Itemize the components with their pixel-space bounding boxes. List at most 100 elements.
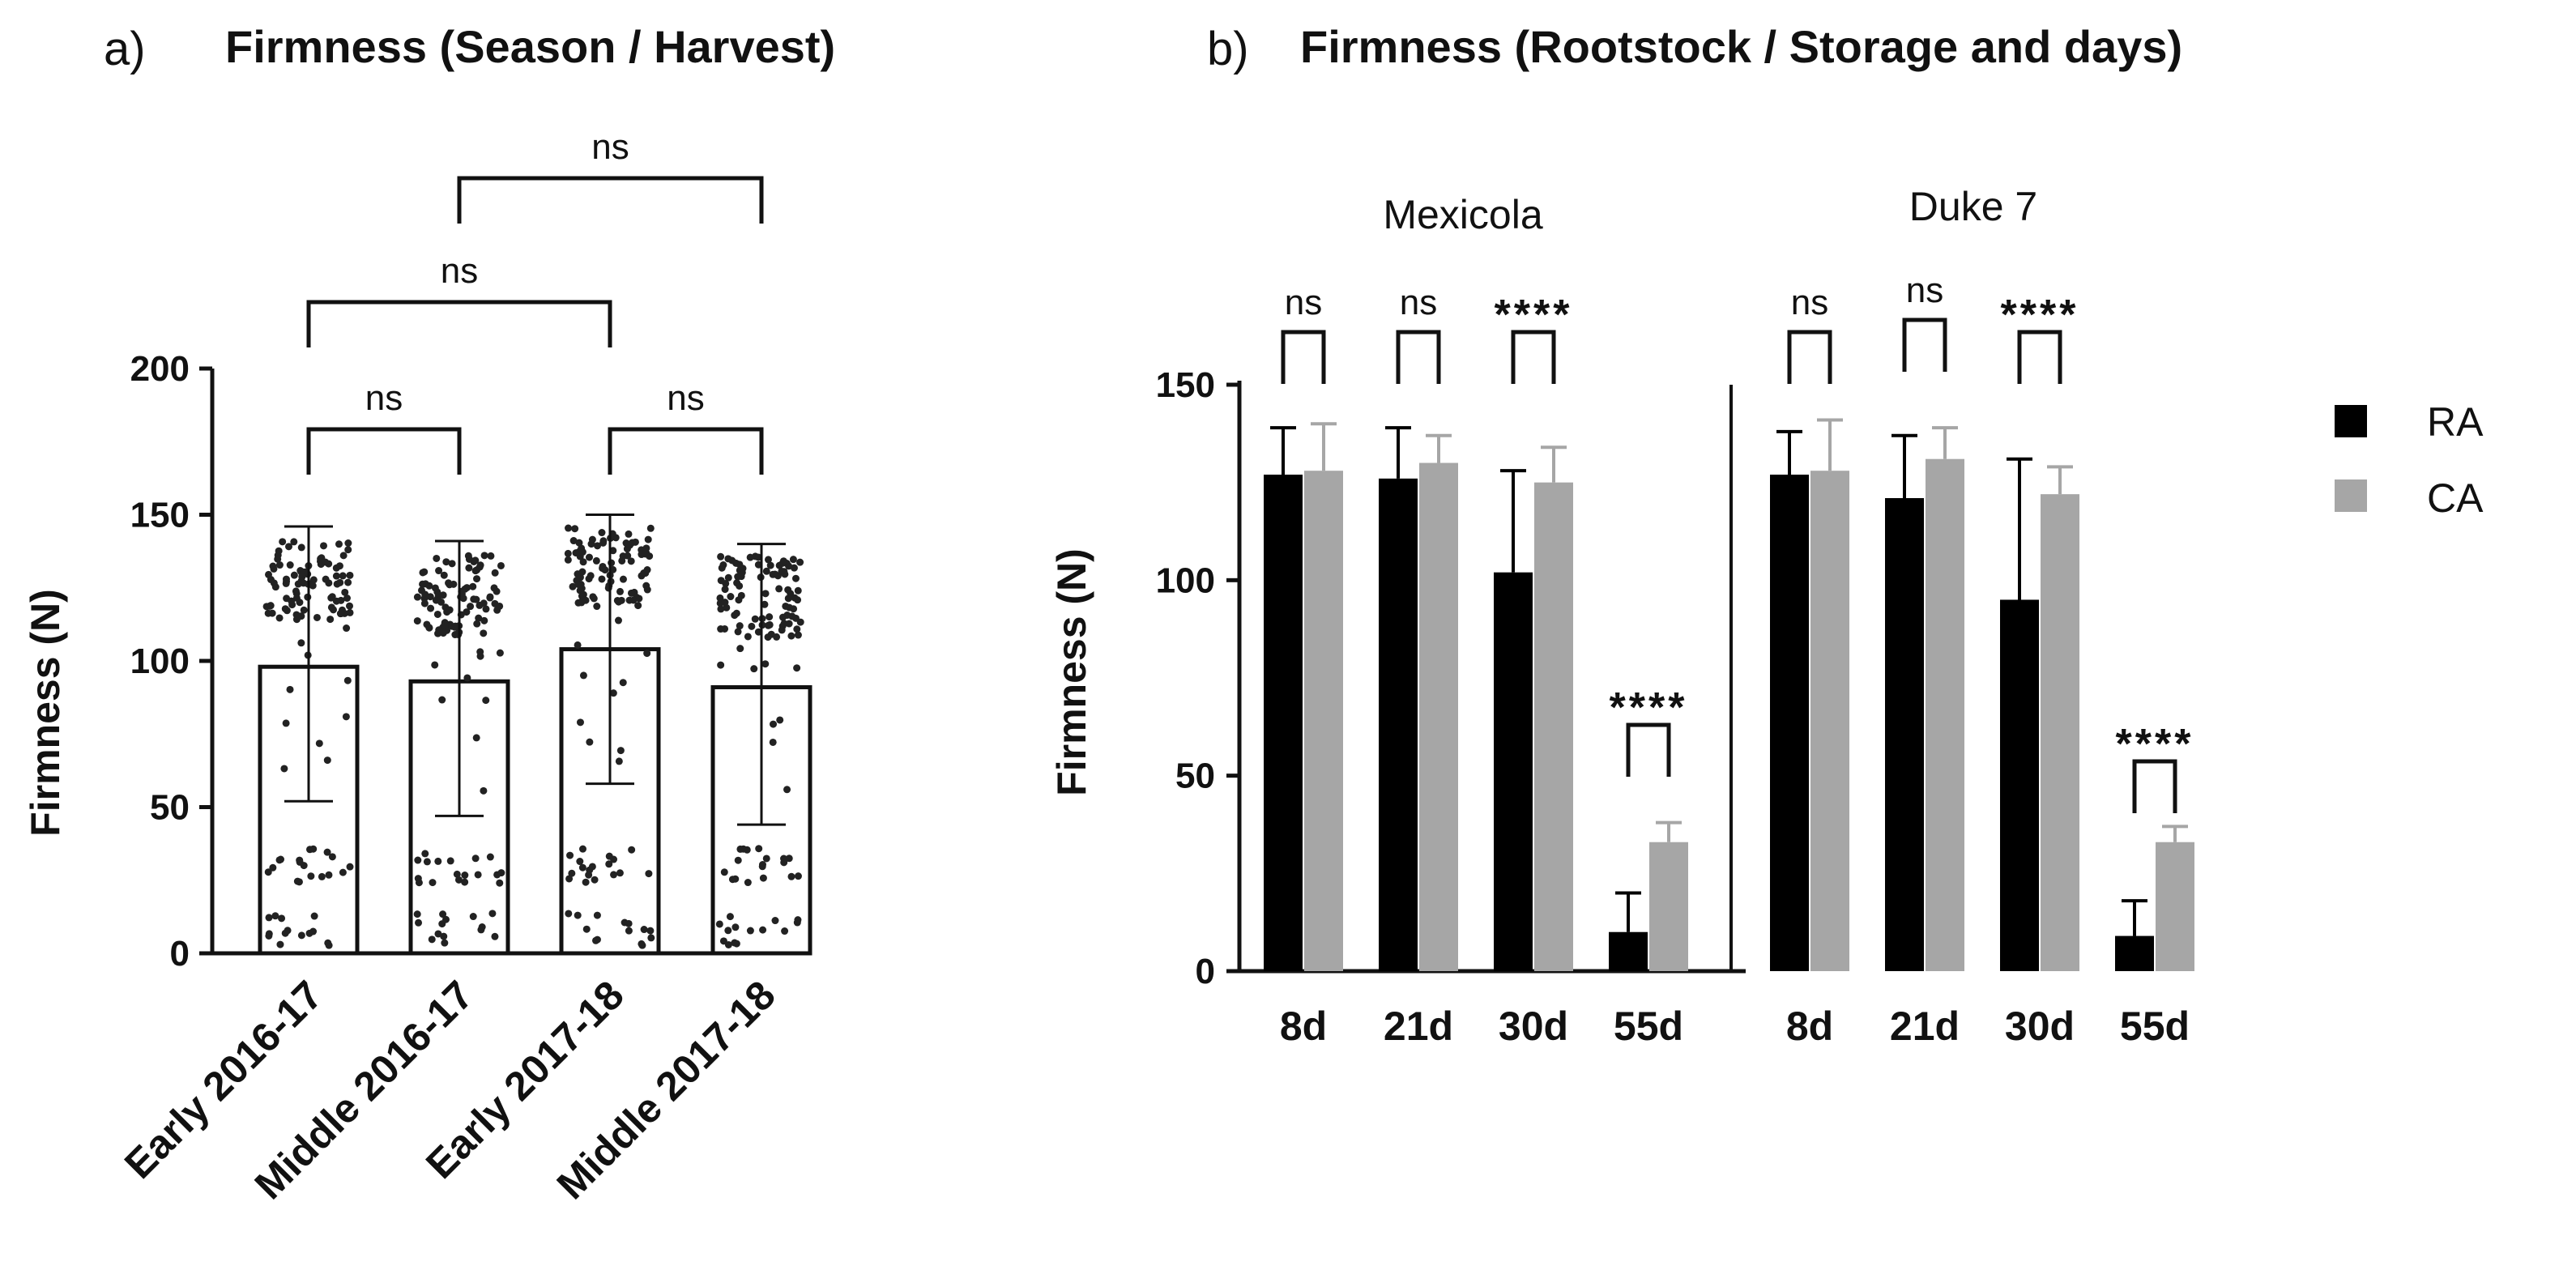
data-point	[717, 577, 725, 585]
data-point	[473, 620, 481, 628]
data-point	[346, 863, 354, 871]
data-point	[618, 556, 626, 565]
data-point	[593, 542, 601, 550]
x-tick-label: 55d	[1614, 1004, 1683, 1049]
data-point	[344, 546, 352, 554]
data-point	[414, 856, 422, 864]
data-point	[588, 535, 596, 543]
data-point	[323, 756, 331, 765]
data-point	[791, 594, 799, 602]
data-point	[463, 674, 471, 682]
data-point	[276, 940, 284, 948]
data-point	[643, 566, 651, 574]
x-tick-label: 21d	[1384, 1004, 1453, 1049]
data-point	[591, 936, 599, 944]
data-point	[569, 582, 577, 590]
comparison-bracket	[1787, 330, 1832, 384]
data-point	[794, 631, 802, 639]
data-point	[491, 569, 499, 577]
comparison-bracket	[306, 300, 612, 347]
data-point	[315, 739, 323, 748]
data-point	[724, 573, 732, 582]
data-point	[586, 738, 594, 746]
bar-ca	[1649, 842, 1688, 971]
data-point	[619, 575, 627, 583]
data-point	[480, 629, 488, 637]
data-point	[435, 626, 443, 634]
data-point	[434, 930, 442, 938]
data-point	[766, 561, 774, 569]
data-point	[328, 853, 336, 861]
data-point	[591, 876, 599, 884]
data-point	[625, 919, 633, 927]
data-point	[280, 765, 288, 773]
y-tick-label: 200	[130, 349, 190, 389]
data-point	[609, 689, 617, 697]
data-point	[262, 603, 271, 611]
data-point	[493, 606, 501, 614]
data-point	[793, 664, 801, 672]
significance-label: ns	[1906, 271, 1943, 310]
data-point	[751, 615, 759, 623]
data-point	[292, 611, 301, 619]
data-point	[335, 540, 343, 548]
data-point	[474, 871, 482, 879]
data-point	[415, 918, 423, 927]
data-point	[472, 734, 480, 742]
data-point	[277, 855, 285, 863]
data-point	[616, 869, 624, 877]
data-point	[415, 879, 423, 887]
data-point	[744, 879, 752, 887]
data-point	[754, 553, 762, 561]
data-point	[719, 937, 727, 945]
data-point	[628, 846, 636, 854]
data-point	[318, 872, 326, 880]
data-point	[332, 597, 340, 605]
bar-ra	[1885, 497, 1924, 971]
data-point	[582, 925, 591, 933]
data-point	[771, 917, 779, 925]
significance-label: ****	[1610, 684, 1688, 731]
data-point	[346, 571, 354, 579]
data-point	[342, 713, 350, 721]
data-point	[467, 603, 475, 611]
bar-ca	[2156, 842, 2194, 971]
data-point	[433, 554, 441, 562]
bar-ca	[2041, 494, 2079, 971]
bar-ca	[1419, 462, 1458, 971]
data-point	[497, 869, 505, 877]
data-point	[421, 850, 429, 858]
data-point	[715, 920, 723, 928]
data-point	[309, 927, 318, 935]
data-point	[469, 582, 477, 590]
data-point	[427, 604, 435, 612]
data-point	[599, 565, 607, 573]
data-point	[300, 606, 308, 614]
data-point	[476, 648, 484, 656]
y-tick-label: 0	[1196, 952, 1215, 991]
data-point	[473, 575, 481, 583]
data-point	[564, 556, 572, 564]
data-point	[750, 665, 758, 673]
data-point	[268, 609, 276, 617]
data-point	[578, 863, 586, 872]
bar-ra	[1379, 478, 1418, 971]
data-point	[586, 866, 594, 874]
data-point	[566, 851, 574, 859]
data-point	[720, 868, 728, 876]
data-point	[270, 565, 278, 573]
data-point	[471, 556, 480, 565]
x-tick-label: 21d	[1890, 1004, 1960, 1049]
data-point	[323, 848, 331, 856]
data-point	[440, 932, 448, 940]
data-point	[731, 923, 740, 931]
data-point	[723, 603, 731, 612]
data-point	[796, 558, 804, 566]
data-point	[454, 876, 463, 884]
x-tick-label: 8d	[1280, 1004, 1327, 1049]
data-point	[480, 599, 488, 607]
data-point	[332, 572, 340, 580]
data-point	[493, 587, 501, 595]
data-point	[346, 602, 354, 610]
data-point	[420, 568, 429, 576]
